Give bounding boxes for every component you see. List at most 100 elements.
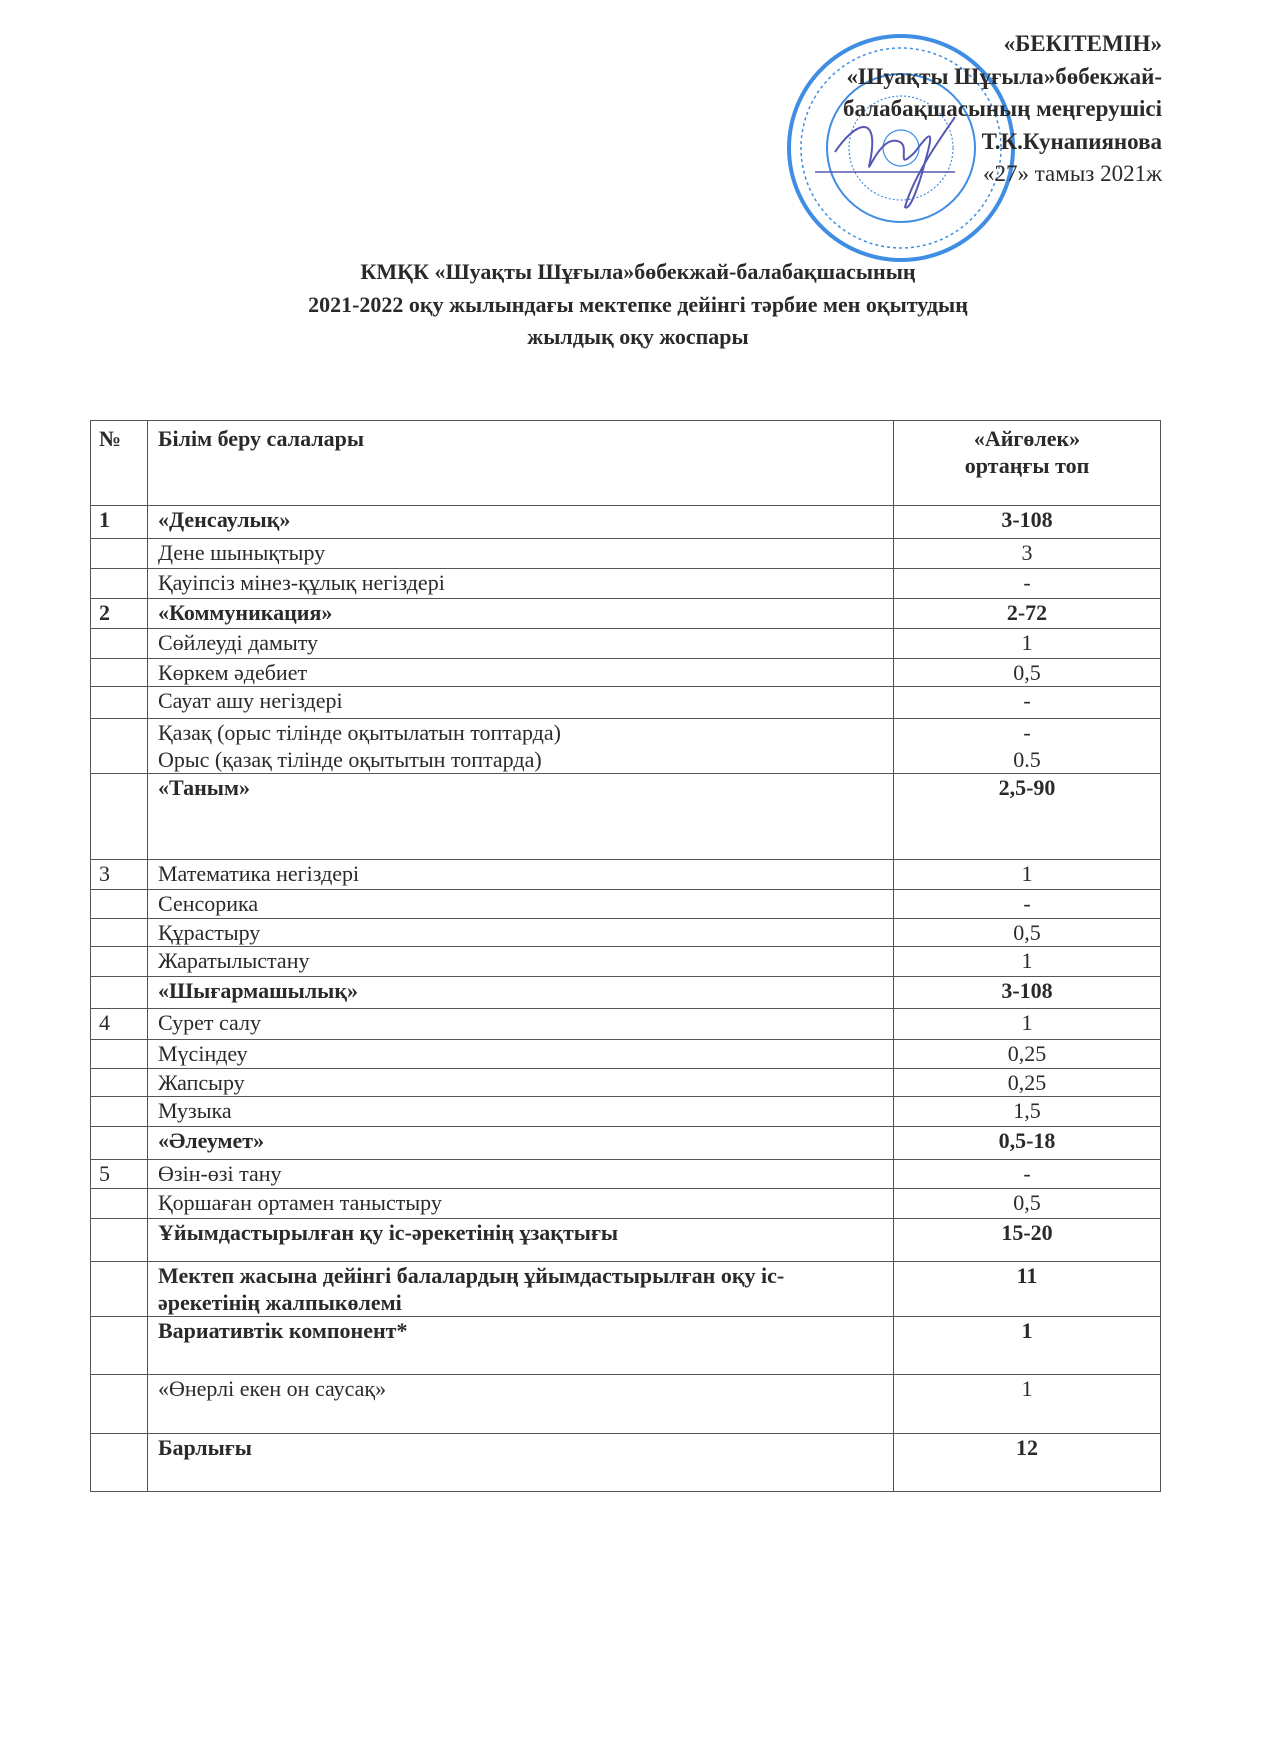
row-label-text: Құрастыру: [158, 920, 261, 945]
row-number-text: 4: [99, 1010, 110, 1035]
row-value: -: [893, 889, 1161, 919]
row-number: [90, 1218, 148, 1262]
table-row: Құрастыру 0,5: [90, 918, 1161, 947]
row-number: [90, 889, 148, 919]
row-value-text: 0,25: [1007, 1041, 1047, 1066]
table-row: Барлығы 12: [90, 1433, 1161, 1492]
row-label-text: Сурет салу: [158, 1010, 261, 1035]
row-label-text: Жаратылыстану: [158, 948, 310, 973]
row-label: «Шығармашылық»: [147, 976, 894, 1009]
row-number: [90, 1188, 148, 1219]
row-number-text: 5: [99, 1161, 110, 1186]
row-value-text: 1: [1021, 948, 1033, 973]
row-number: [90, 538, 148, 569]
row-value-text: 1: [1021, 1318, 1033, 1343]
table-row: Жаратылыстану 1: [90, 946, 1161, 977]
header-num: №: [90, 420, 148, 506]
row-value-text: 2,5-90: [998, 775, 1056, 800]
row-label-text: Математика негіздері: [158, 861, 360, 886]
header-area: Білім беру салалары: [147, 420, 894, 506]
table-row: 3 Математика негіздері 1: [90, 859, 1161, 890]
row-label-text: Музыка: [158, 1098, 232, 1123]
row-number: [90, 628, 148, 659]
row-value: 0,25: [893, 1068, 1161, 1097]
row-value: -0.5: [893, 718, 1161, 774]
row-label-text: «Өнерлі екен он саусақ»: [158, 1376, 387, 1401]
row-value: 0,5: [893, 1188, 1161, 1219]
row-label: Сурет салу: [147, 1008, 894, 1040]
row-number: [90, 1433, 148, 1492]
row-value: 2-72: [893, 598, 1161, 629]
row-number: [90, 686, 148, 719]
row-label: Қазақ (орыс тілінде оқытылатын топтарда)…: [147, 718, 894, 774]
official-stamp: [787, 34, 1015, 262]
row-value-text: 0.5: [1013, 747, 1041, 772]
approval-date: «27» тамыз 2021ж: [982, 161, 1162, 186]
row-number: [90, 1126, 148, 1160]
table-row: «Өнерлі екен он саусақ» 1: [90, 1374, 1161, 1434]
row-value: 1,5: [893, 1096, 1161, 1127]
row-label: Өзін-өзі тану: [147, 1159, 894, 1189]
approval-block: «БЕКІТЕМІН» «Шуақты Шұғыла»бөбекжай- бал…: [843, 28, 1162, 191]
row-number: [90, 976, 148, 1009]
curriculum-table: № Білім беру салалары «Айгөлек» ортаңғы …: [90, 420, 1161, 1492]
row-value: 0,25: [893, 1039, 1161, 1069]
row-value: 0,5-18: [893, 1126, 1161, 1160]
row-label-text: Өзін-өзі тану: [158, 1161, 282, 1186]
row-number: [90, 1068, 148, 1097]
row-label: Сөйлеуді дамыту: [147, 628, 894, 659]
row-label-text: «Коммуникация»: [158, 600, 333, 625]
row-label: Жапсыру: [147, 1068, 894, 1097]
table-row: «Әлеумет» 0,5-18: [90, 1126, 1161, 1160]
row-label-text: Вариативтік компонент*: [158, 1318, 408, 1343]
row-value: -: [893, 568, 1161, 599]
row-value-text: 15-20: [1001, 1220, 1053, 1245]
row-label: Барлығы: [147, 1433, 894, 1492]
row-value: -: [893, 1159, 1161, 1189]
row-label: Қауіпсіз мінез-құлық негіздері: [147, 568, 894, 599]
row-value: 3-108: [893, 976, 1161, 1009]
row-label-text: Сөйлеуді дамыту: [158, 630, 319, 655]
table-header: № Білім беру салалары «Айгөлек» ортаңғы …: [90, 420, 1161, 506]
table-row: Сөйлеуді дамыту 1: [90, 628, 1161, 659]
row-value-text: 1,5: [1013, 1098, 1041, 1123]
row-value-text: 12: [1016, 1435, 1038, 1460]
row-label-text: Дене шынықтыру: [158, 540, 326, 565]
row-label-text: «Шығармашылық»: [158, 978, 359, 1003]
row-value-text: -: [1023, 720, 1031, 745]
row-label-text: Мүсіндеу: [158, 1041, 248, 1066]
row-number: 5: [90, 1159, 148, 1189]
row-number: 3: [90, 859, 148, 890]
table-row: 4 Сурет салу 1: [90, 1008, 1161, 1040]
row-label: Қоршаған ортамен таныстыру: [147, 1188, 894, 1219]
document-title: КМҚК «Шуақты Шұғыла»бөбекжай-балабақшасы…: [0, 256, 1276, 354]
row-number: 1: [90, 505, 148, 539]
approval-name: Т.К.Кунапиянова: [981, 128, 1162, 154]
table-row: 1 «Денсаулық» 3-108: [90, 505, 1161, 539]
row-label: «Коммуникация»: [147, 598, 894, 629]
row-number: [90, 1374, 148, 1434]
row-value: 3: [893, 538, 1161, 569]
row-label: «Әлеумет»: [147, 1126, 894, 1160]
approval-org: «Шуақты Шұғыла»бөбекжай-: [846, 63, 1162, 89]
row-number-text: 2: [99, 600, 110, 625]
table-row: Қауіпсіз мінез-құлық негіздері -: [90, 568, 1161, 599]
row-value: 12: [893, 1433, 1161, 1492]
row-value-text: 1: [1021, 861, 1033, 886]
row-value-text: -: [1023, 891, 1031, 916]
row-label: Көркем әдебиет: [147, 658, 894, 687]
row-label-text: Қауіпсіз мінез-құлық негіздері: [158, 570, 445, 595]
row-value-text: 1: [1021, 630, 1033, 655]
row-label-text: «Таным»: [158, 775, 250, 800]
row-value-text: 0,5-18: [998, 1128, 1056, 1153]
row-label-text: Мектеп жасына дейінгі балалардың ұйымдас…: [158, 1263, 785, 1315]
row-label-text: Қоршаған ортамен таныстыру: [158, 1190, 442, 1215]
row-label-text: Сауат ашу негіздері: [158, 688, 343, 713]
row-label: Мектеп жасына дейінгі балалардың ұйымдас…: [147, 1261, 894, 1317]
row-label-text: «Әлеумет»: [158, 1128, 265, 1153]
row-label-text: Орыс (қазақ тілінде оқытытын топтарда): [158, 747, 542, 772]
row-number-text: 3: [99, 861, 110, 886]
row-label: Дене шынықтыру: [147, 538, 894, 569]
table-row: Мүсіндеу 0,25: [90, 1039, 1161, 1069]
approval-position: балабақшасының меңгерушісі: [842, 96, 1162, 121]
